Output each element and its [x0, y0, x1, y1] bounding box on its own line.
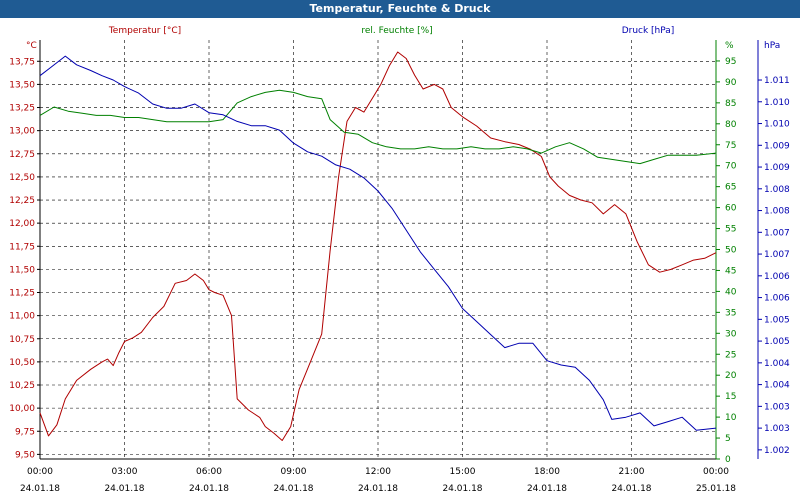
pressure-tick-label: 1.009 — [764, 141, 790, 151]
temperature-tick-label: 12,50 — [9, 173, 35, 183]
x-tick-time: 00:00 — [703, 467, 729, 477]
chart-canvas: Temperatur [°C] rel. Feuchte [%] Druck [… — [9, 26, 790, 494]
pressure-tick-label: 1.007 — [764, 250, 790, 260]
pressure-tick-label: 1.004 — [764, 359, 790, 369]
axes: 9,50 9,75 10,00 10,25 10,50 10,75 11,00 11,25 11… — [9, 40, 790, 494]
pressure-tick-label: 1.002 — [764, 446, 790, 456]
humidity-tick-label: 30 — [725, 329, 737, 339]
temperature-tick-label: 13,00 — [9, 127, 35, 137]
humidity-tick-label: 50 — [725, 246, 737, 256]
pressure-line — [39, 55, 717, 431]
pressure-tick-label: 1.007 — [764, 228, 790, 238]
pressure-tick-label: 1.003 — [764, 402, 790, 412]
x-tick-time: 00:00 — [27, 467, 53, 477]
humidity-tick-label: 65 — [725, 183, 736, 193]
pressure-tick-label: 1.003 — [764, 424, 790, 434]
x-tick-time: 03:00 — [112, 467, 138, 477]
temperature-legend: Temperatur [°C] — [108, 26, 181, 36]
temperature-tick-label: 9,50 — [15, 450, 35, 460]
x-tick-date: 24.01.18 — [358, 484, 398, 494]
pressure-tick-label: 1.010 — [764, 98, 790, 108]
temperature-tick-label: 10,75 — [9, 335, 35, 345]
x-tick-time: 09:00 — [281, 467, 307, 477]
humidity-tick-label: 55 — [725, 225, 736, 235]
pressure-tick-label: 1.006 — [764, 294, 790, 304]
temperature-tick-label: 10,50 — [9, 358, 35, 368]
pressure-tick-label: 1.010 — [764, 120, 790, 130]
x-tick-date: 24.01.18 — [20, 484, 60, 494]
humidity-line — [39, 89, 717, 165]
pressure-tick-label: 1.005 — [764, 315, 790, 325]
humidity-tick-label: 75 — [725, 141, 736, 151]
humidity-tick-label: 5 — [725, 434, 731, 444]
temperature-tick-label: 12,25 — [9, 196, 35, 206]
temperature-tick-label: 13,75 — [9, 57, 35, 67]
humidity-tick-label: 40 — [725, 287, 737, 297]
temperature-tick-label: 12,75 — [9, 150, 35, 160]
humidity-tick-label: 10 — [725, 413, 737, 423]
x-tick-date: 24.01.18 — [442, 484, 482, 494]
pressure-tick-label: 1.008 — [764, 185, 790, 195]
chart-title: Temperatur, Feuchte & Druck — [0, 0, 800, 18]
humidity-tick-label: 0 — [725, 455, 731, 465]
x-tick-date: 24.01.18 — [611, 484, 651, 494]
grid — [39, 40, 717, 459]
pressure-tick-label: 1.011 — [764, 76, 790, 86]
humidity-tick-label: 35 — [725, 308, 736, 318]
humidity-tick-label: 95 — [725, 57, 736, 67]
pressure-tick-label: 1.009 — [764, 163, 790, 173]
humidity-tick-label: 85 — [725, 99, 736, 109]
pressure-legend: Druck [hPa] — [622, 26, 675, 36]
humidity-tick-label: 45 — [725, 266, 736, 276]
x-tick-time: 18:00 — [534, 467, 560, 477]
x-tick-time: 21:00 — [619, 467, 645, 477]
temperature-tick-label: 11,25 — [9, 289, 35, 299]
pressure-unit: hPa — [764, 41, 780, 51]
temperature-tick-label: 10,25 — [9, 381, 35, 391]
temperature-tick-label: 11,75 — [9, 242, 35, 252]
pressure-tick-label: 1.004 — [764, 381, 790, 391]
x-tick-date: 25.01.18 — [696, 484, 736, 494]
humidity-unit: % — [725, 41, 734, 51]
humidity-legend: rel. Feuchte [%] — [361, 26, 432, 36]
temperature-tick-label: 10,00 — [9, 404, 35, 414]
humidity-tick-label: 20 — [725, 371, 737, 381]
x-tick-time: 15:00 — [450, 467, 476, 477]
humidity-tick-label: 90 — [725, 78, 737, 88]
temperature-line — [39, 51, 717, 441]
series-lines — [39, 51, 717, 441]
temperature-tick-label: 11,50 — [9, 265, 35, 275]
x-tick-time: 12:00 — [365, 467, 391, 477]
temperature-tick-label: 13,50 — [9, 80, 35, 90]
x-tick-date: 24.01.18 — [104, 484, 144, 494]
pressure-tick-label: 1.006 — [764, 272, 790, 282]
x-tick-date: 24.01.18 — [527, 484, 567, 494]
humidity-tick-label: 60 — [725, 204, 737, 214]
pressure-tick-label: 1.008 — [764, 207, 790, 217]
temperature-tick-label: 12,00 — [9, 219, 35, 229]
pressure-tick-label: 1.005 — [764, 337, 790, 347]
x-tick-time: 06:00 — [196, 467, 222, 477]
x-tick-date: 24.01.18 — [273, 484, 313, 494]
temperature-tick-label: 11,00 — [9, 312, 35, 322]
humidity-tick-label: 70 — [725, 162, 737, 172]
temperature-tick-label: 9,75 — [15, 427, 35, 437]
temperature-unit: °C — [26, 41, 37, 51]
x-tick-date: 24.01.18 — [189, 484, 229, 494]
humidity-tick-label: 15 — [725, 392, 736, 402]
temperature-tick-label: 13,25 — [9, 104, 35, 114]
humidity-tick-label: 25 — [725, 350, 736, 360]
humidity-tick-label: 80 — [725, 120, 737, 130]
